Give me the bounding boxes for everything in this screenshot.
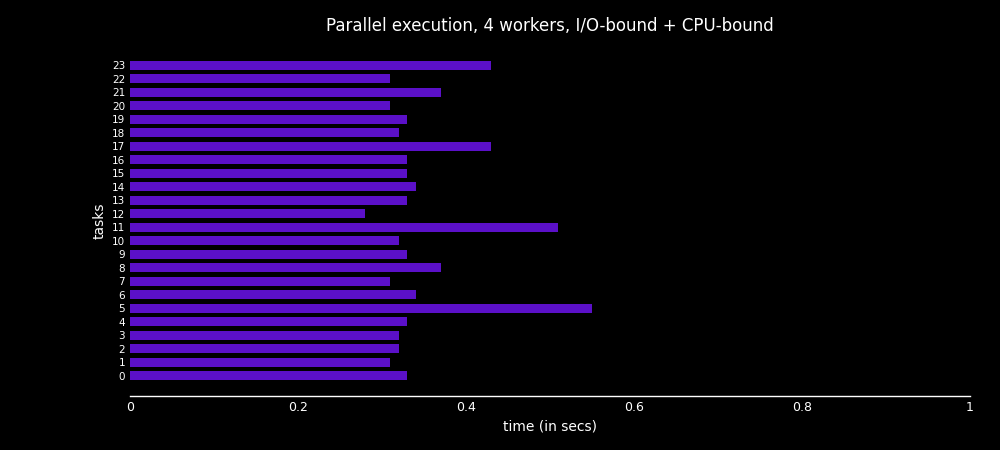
Bar: [130, 182, 416, 191]
Bar: [130, 304, 592, 313]
Bar: [130, 88, 441, 97]
Y-axis label: tasks: tasks: [92, 202, 106, 239]
Bar: [130, 290, 416, 299]
Bar: [130, 317, 407, 326]
Bar: [130, 344, 399, 353]
Bar: [130, 263, 441, 272]
Bar: [130, 115, 407, 124]
Bar: [130, 236, 399, 245]
Bar: [130, 142, 491, 151]
Bar: [130, 169, 407, 178]
Bar: [130, 358, 390, 367]
X-axis label: time (in secs): time (in secs): [503, 419, 597, 433]
Bar: [130, 196, 407, 205]
Bar: [130, 209, 365, 218]
Bar: [130, 61, 491, 70]
Bar: [130, 277, 390, 286]
Bar: [130, 101, 390, 110]
Bar: [130, 331, 399, 340]
Bar: [130, 74, 390, 83]
Title: Parallel execution, 4 workers, I/O-bound + CPU-bound: Parallel execution, 4 workers, I/O-bound…: [326, 17, 774, 35]
Bar: [130, 371, 407, 380]
Bar: [130, 128, 399, 137]
Bar: [130, 155, 407, 164]
Bar: [130, 250, 407, 259]
Bar: [130, 223, 558, 232]
